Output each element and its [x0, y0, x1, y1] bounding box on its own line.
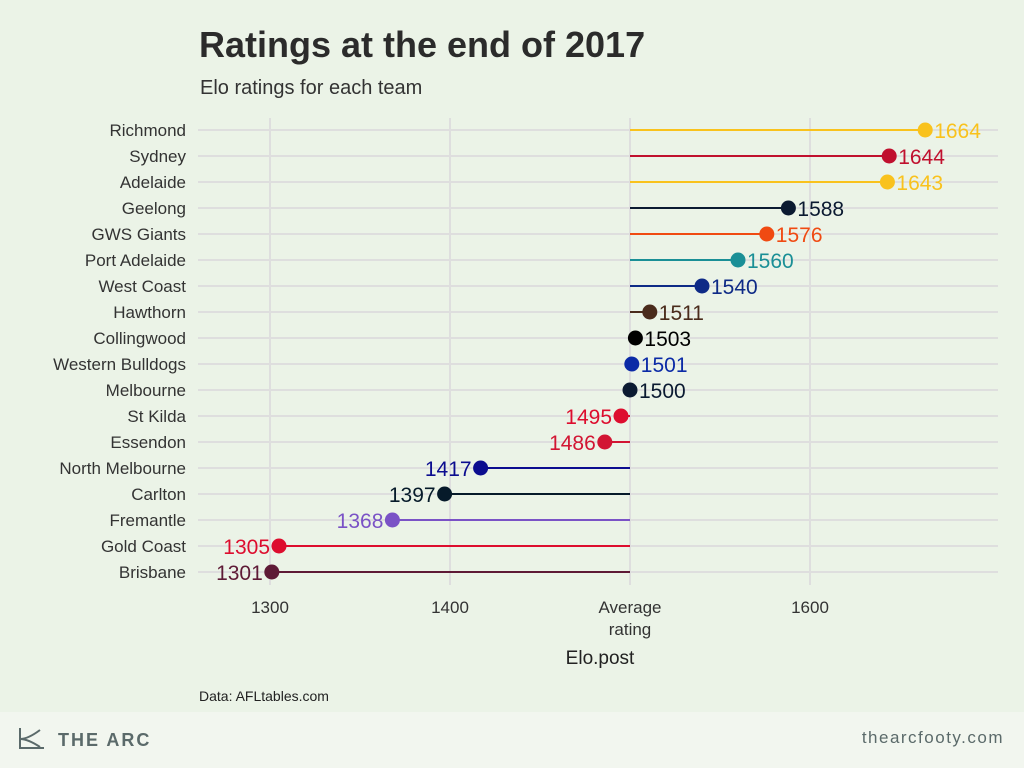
value-label: 1643 — [896, 172, 943, 195]
team-label: Brisbane — [119, 563, 186, 582]
lollipop-point — [780, 200, 796, 216]
x-tick-label-line: 1600 — [791, 598, 829, 617]
chart-subtitle: Elo ratings for each team — [200, 77, 423, 99]
lollipop-point — [264, 564, 280, 580]
value-label: 1560 — [747, 250, 794, 273]
value-label: 1503 — [644, 328, 691, 351]
lollipop-plot: 1300 1400 Average rating 1600 Elo.post Richmon… — [53, 118, 998, 669]
value-label: 1540 — [711, 276, 758, 299]
value-label: 1305 — [223, 536, 270, 559]
arc-logo-icon — [18, 726, 46, 755]
value-label: 1368 — [337, 510, 384, 533]
team-label: GWS Giants — [92, 225, 186, 244]
lollipop-point — [624, 356, 640, 372]
brand-name: THE ARC — [58, 730, 152, 750]
lollipop-point — [759, 226, 775, 242]
lollipop-point — [622, 382, 638, 398]
value-label: 1664 — [934, 120, 981, 143]
value-label: 1417 — [425, 458, 472, 481]
team-label: Richmond — [109, 121, 186, 140]
x-tick-label: 1300 — [251, 598, 289, 617]
lollipop-point — [613, 408, 629, 424]
x-tick-label: Average rating — [598, 598, 661, 639]
value-label: 1301 — [216, 562, 263, 585]
team-label: Essendon — [110, 433, 186, 452]
lollipop-point — [473, 460, 489, 476]
value-label: 1500 — [639, 380, 686, 403]
lollipop-point — [881, 148, 897, 164]
lollipop-point — [597, 434, 613, 450]
lollipop-point — [694, 278, 710, 294]
value-label: 1511 — [659, 302, 704, 325]
value-label: 1588 — [797, 198, 844, 221]
lollipop-point — [437, 486, 453, 502]
team-label: Melbourne — [106, 381, 186, 400]
team-label: Adelaide — [120, 173, 186, 192]
lollipop-point — [879, 174, 895, 190]
value-label: 1501 — [641, 354, 688, 377]
chart-title: Ratings at the end of 2017 — [199, 24, 646, 65]
team-label: Western Bulldogs — [53, 355, 186, 374]
x-tick-label-line: rating — [609, 620, 652, 639]
team-label: St Kilda — [127, 407, 186, 426]
x-tick-label: 1600 — [791, 598, 829, 617]
brand[interactable]: THE ARC — [18, 726, 151, 755]
team-label: West Coast — [98, 277, 186, 296]
x-tick-label-line: 1300 — [251, 598, 289, 617]
value-label: 1644 — [898, 146, 945, 169]
lollipop-point — [384, 512, 400, 528]
team-label: Collingwood — [93, 329, 186, 348]
lollipop-point — [730, 252, 746, 268]
team-label: Sydney — [129, 147, 186, 166]
lollipop-point — [642, 304, 658, 320]
x-tick-label-line: Average — [598, 598, 661, 617]
team-label: North Melbourne — [59, 459, 186, 478]
team-label: Geelong — [122, 199, 186, 218]
lollipop-point — [627, 330, 643, 346]
team-label: Hawthorn — [113, 303, 186, 322]
lollipop-point — [917, 122, 933, 138]
data-source-caption: Data: AFLtables.com — [199, 688, 329, 704]
team-label: Carlton — [131, 485, 186, 504]
team-label: Fremantle — [109, 511, 186, 530]
value-label: 1397 — [389, 484, 436, 507]
value-label: 1576 — [776, 224, 823, 247]
footer: THE ARC thearcfooty.com — [0, 712, 1024, 768]
lollipop-point — [271, 538, 287, 554]
x-tick-label: 1400 — [431, 598, 469, 617]
value-label: 1495 — [565, 406, 612, 429]
x-tick-label-line: 1400 — [431, 598, 469, 617]
site-link[interactable]: thearcfooty.com — [861, 728, 1004, 747]
team-label: Gold Coast — [101, 537, 186, 556]
x-axis-label: Elo.post — [566, 648, 635, 669]
value-label: 1486 — [549, 432, 596, 455]
team-label: Port Adelaide — [85, 251, 186, 270]
